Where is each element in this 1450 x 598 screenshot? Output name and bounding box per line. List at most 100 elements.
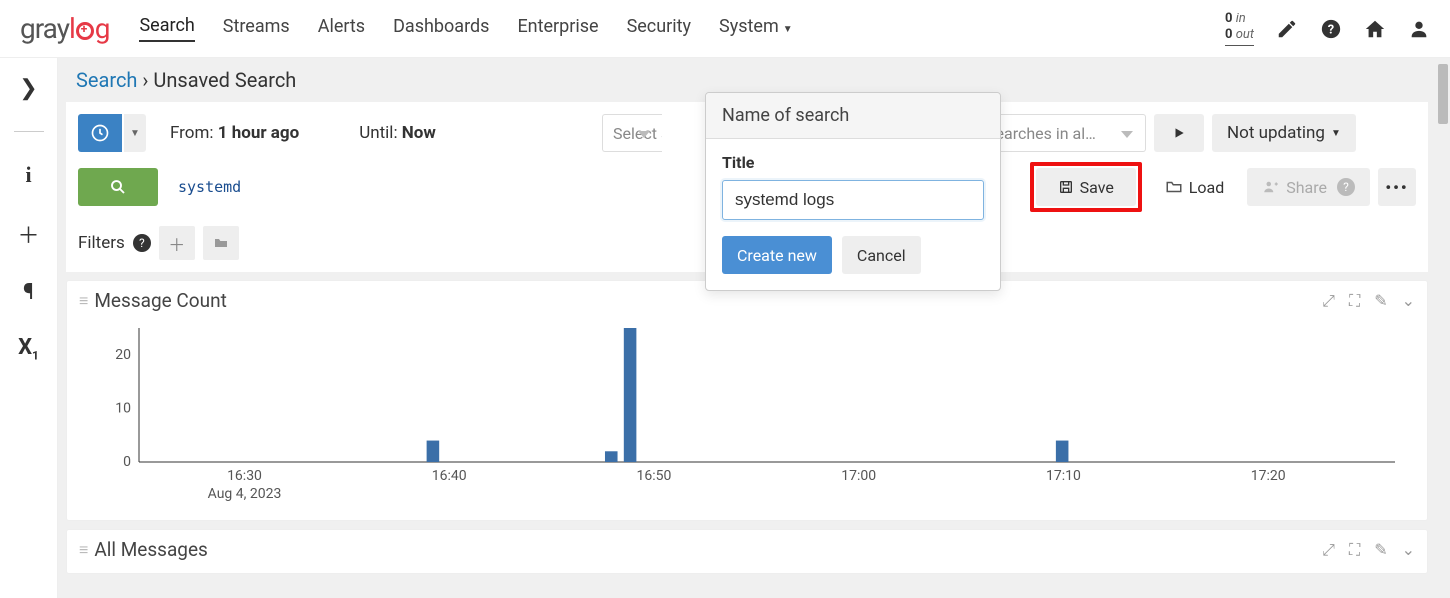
svg-text:17:00: 17:00 <box>841 468 876 484</box>
breadcrumb-current: Unsaved Search <box>153 68 296 92</box>
nav-item-system[interactable]: System▼ <box>719 16 793 41</box>
logo-dot-icon <box>76 22 94 40</box>
collapse-icon[interactable]: ⤢ <box>1322 291 1335 311</box>
left-rail: ❯ i ＋ ¶ X1 <box>0 58 58 598</box>
panel-tools: ⤢ ⛶ ✎ ⌄ <box>1322 291 1415 311</box>
popover-header: Name of search <box>706 93 1000 139</box>
panel-header: ≡ Message Count ⤢ ⛶ ✎ ⌄ <box>79 289 1415 312</box>
subscript-icon[interactable]: X1 <box>18 335 39 362</box>
create-new-button[interactable]: Create new <box>722 236 832 274</box>
panel-all-messages: ≡ All Messages ⤢ ⛶ ✎ ⌄ <box>66 529 1428 574</box>
query-input[interactable] <box>166 168 716 206</box>
panel-header-all: ≡ All Messages ⤢ ⛶ ✎ ⌄ <box>79 538 1415 561</box>
caret-down-icon: ▼ <box>783 24 793 35</box>
scrollbar-thumb[interactable] <box>1438 64 1448 124</box>
load-button[interactable]: Load <box>1150 168 1239 206</box>
timerange-caret[interactable]: ▼ <box>124 114 146 152</box>
help-circle-icon: ? <box>1337 178 1355 196</box>
ellipsis-icon: ••• <box>1385 178 1408 197</box>
user-icon[interactable] <box>1408 18 1430 40</box>
svg-text:0: 0 <box>123 454 131 470</box>
throughput-in-count: 0 <box>1225 11 1232 26</box>
nav-items: Search Streams Alerts Dashboards Enterpr… <box>139 15 792 42</box>
folder-icon <box>1165 178 1183 196</box>
expand-icon[interactable]: ⛶ <box>1349 540 1360 560</box>
svg-text:16:50: 16:50 <box>637 468 672 484</box>
filters-help-icon[interactable]: ? <box>133 234 151 252</box>
svg-text:16:30: 16:30 <box>227 468 262 484</box>
nav-item-alerts[interactable]: Alerts <box>318 16 365 41</box>
paragraph-icon[interactable]: ¶ <box>23 280 34 305</box>
updating-label: Not updating <box>1227 123 1325 143</box>
topnav-right: 0 in 0 out ? <box>1225 11 1430 45</box>
chevron-down-icon[interactable]: ⌄ <box>1402 540 1415 560</box>
panel-title-all: All Messages <box>94 538 208 561</box>
play-icon <box>1172 126 1186 140</box>
saved-searches-select[interactable]: Searches in al… <box>976 114 1146 152</box>
topnav: graylg Search Streams Alerts Dashboards … <box>0 0 1450 58</box>
streams-placeholder: Select streams <box>613 124 662 143</box>
timerange-display[interactable]: From: 1 hour ago Until: Now <box>154 114 594 152</box>
throughput-in-label: in <box>1236 11 1246 26</box>
share-user-icon <box>1262 178 1280 196</box>
save-icon <box>1058 179 1074 195</box>
throughput-out-count: 0 <box>1225 27 1232 42</box>
timerange-button[interactable] <box>78 114 122 152</box>
nav-item-dashboards[interactable]: Dashboards <box>393 16 489 41</box>
home-icon[interactable] <box>1364 18 1386 40</box>
scrollbar[interactable] <box>1436 58 1450 598</box>
chevron-right-icon[interactable]: ❯ <box>19 76 37 101</box>
nav-item-enterprise[interactable]: Enterprise <box>517 16 598 41</box>
nav-item-streams[interactable]: Streams <box>223 16 290 41</box>
breadcrumb-sep: › <box>142 68 148 92</box>
message-count-chart: 0102016:3016:4016:5017:0017:1017:20Aug 4… <box>99 318 1405 508</box>
clock-icon <box>90 123 110 143</box>
svg-text:10: 10 <box>115 400 131 416</box>
filters-label: Filters <box>78 233 125 253</box>
edit-icon[interactable] <box>1276 18 1298 40</box>
drag-handle-icon[interactable]: ≡ <box>79 540 86 560</box>
panel-title: Message Count <box>94 289 226 312</box>
edit-panel-icon[interactable]: ✎ <box>1374 540 1387 560</box>
svg-text:16:40: 16:40 <box>432 468 467 484</box>
breadcrumb-search-link[interactable]: Search <box>76 68 137 92</box>
filter-add-button[interactable]: ＋ <box>159 226 195 260</box>
caret-down-icon: ▼ <box>130 128 140 139</box>
more-button[interactable]: ••• <box>1378 168 1416 206</box>
logo-text-l: l <box>69 12 75 45</box>
panel-tools-all: ⤢ ⛶ ✎ ⌄ <box>1322 540 1415 560</box>
chevron-down-icon[interactable]: ⌄ <box>1402 291 1415 311</box>
saved-searches-placeholder: Searches in al… <box>986 124 1096 143</box>
logo[interactable]: graylg <box>20 12 109 45</box>
play-button[interactable] <box>1154 114 1204 152</box>
throughput: 0 in 0 out <box>1225 11 1254 45</box>
until-value: Now <box>402 123 436 143</box>
share-button[interactable]: Share ? <box>1247 168 1370 206</box>
save-label: Save <box>1080 178 1114 197</box>
search-button[interactable] <box>78 168 158 206</box>
save-button[interactable]: Save <box>1036 168 1136 206</box>
folder-icon <box>213 235 229 251</box>
logo-text-g: g <box>95 12 110 45</box>
collapse-icon[interactable]: ⤢ <box>1322 540 1335 560</box>
drag-handle-icon[interactable]: ≡ <box>79 291 86 311</box>
svg-text:Aug 4, 2023: Aug 4, 2023 <box>208 486 282 502</box>
popover-title-input[interactable] <box>722 180 984 220</box>
panel-message-count: ≡ Message Count ⤢ ⛶ ✎ ⌄ 0102016:3016:401… <box>66 280 1428 521</box>
nav-item-search[interactable]: Search <box>139 15 194 42</box>
save-highlight: Save <box>1030 162 1142 212</box>
updating-button[interactable]: Not updating ▼ <box>1212 114 1356 152</box>
filter-folder-button[interactable] <box>203 226 239 260</box>
svg-text:17:10: 17:10 <box>1046 468 1081 484</box>
popover-actions: Create new Cancel <box>722 236 984 274</box>
expand-icon[interactable]: ⛶ <box>1349 291 1360 311</box>
edit-panel-icon[interactable]: ✎ <box>1374 291 1387 311</box>
caret-down-icon: ▼ <box>1331 128 1341 139</box>
nav-item-security[interactable]: Security <box>627 16 691 41</box>
rail-divider <box>14 131 44 132</box>
streams-select[interactable]: Select streams <box>602 114 662 152</box>
help-icon[interactable]: ? <box>1320 18 1342 40</box>
cancel-button[interactable]: Cancel <box>842 236 921 274</box>
plus-icon[interactable]: ＋ <box>17 218 39 250</box>
info-icon[interactable]: i <box>25 162 31 188</box>
